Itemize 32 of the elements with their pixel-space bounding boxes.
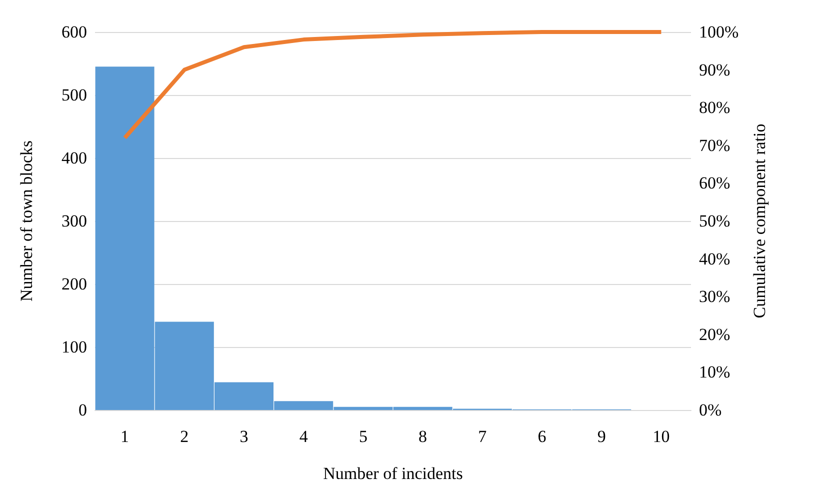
y2-tick-label: 100% (699, 22, 739, 42)
y2-tick-label: 20% (699, 324, 730, 344)
y2-tick-label: 30% (699, 287, 730, 306)
y-tick-label: 200 (62, 274, 87, 294)
y2-tick-label: 60% (699, 174, 730, 193)
y2-tick-label: 10% (699, 362, 730, 382)
y2-axis-title: Cumulative component ratio (750, 124, 769, 318)
y-tick-label: 300 (62, 212, 87, 230)
y-tick-label: 400 (62, 148, 87, 168)
x-tick-label: 5 (358, 427, 368, 446)
line-series (122, 30, 664, 140)
x-tick-label: 7 (478, 427, 488, 446)
y2-tick-label: 40% (699, 249, 730, 268)
y2-tick-label: 80% (699, 98, 730, 118)
y-tick-label: 600 (62, 22, 87, 42)
x-tick-label: 2 (180, 427, 189, 446)
x-tick-label: 1 (120, 427, 130, 446)
y2-tick-label: 0% (699, 400, 722, 420)
x-tick-label: 3 (240, 427, 248, 446)
x-tick-label: 8 (418, 427, 428, 446)
x-tick-label: 10 (652, 427, 670, 446)
y2-tick-label: 50% (699, 212, 730, 230)
x-tick-label: 6 (538, 427, 546, 446)
y-axis-title: Number of town blocks (17, 140, 36, 302)
x-axis-title: Number of incidents (323, 464, 463, 483)
y2-tick-label: 70% (699, 136, 730, 155)
x-tick-label: 9 (597, 427, 606, 446)
y2-tick-label: 90% (699, 60, 730, 80)
y-tick-label: 0 (78, 400, 87, 420)
y-tick-label: 500 (62, 86, 87, 104)
x-tick-label: 4 (299, 427, 308, 446)
y-tick-label: 100 (62, 338, 87, 356)
